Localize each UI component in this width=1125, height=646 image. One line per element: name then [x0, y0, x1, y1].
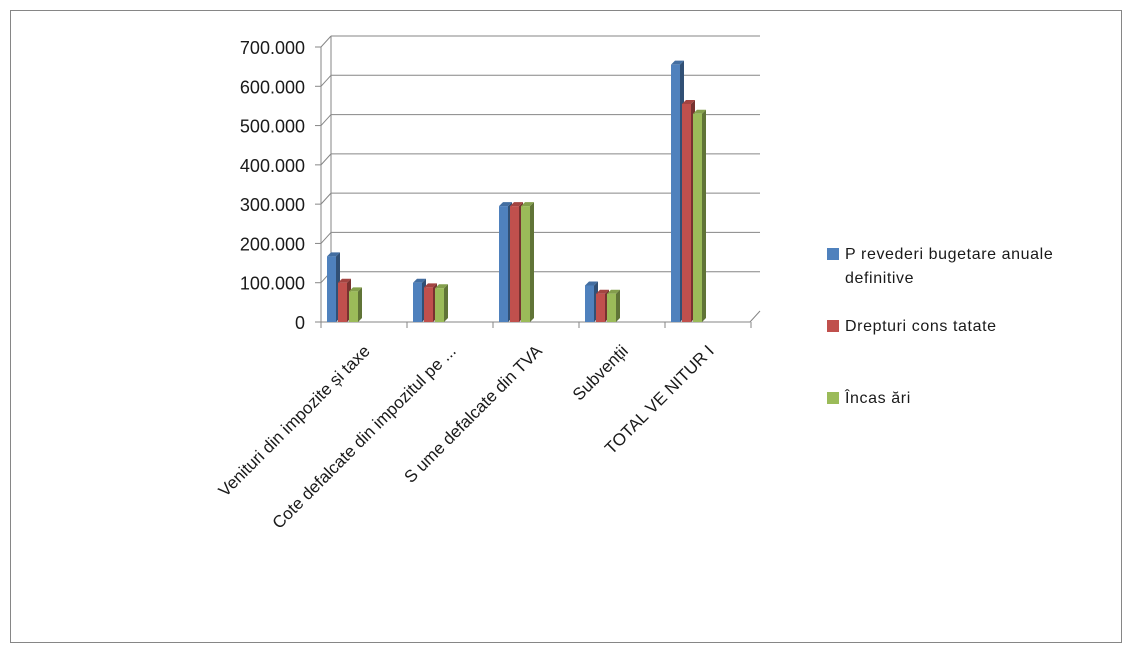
bar-side: [702, 109, 706, 323]
bar-front: [338, 282, 347, 322]
bar-top: [682, 99, 695, 104]
gridline-diagonal: [320, 232, 332, 244]
bar-front: [349, 291, 358, 322]
y-tick-label: 300.000: [240, 195, 305, 215]
bar-top: [596, 289, 609, 294]
bar-side: [616, 289, 620, 322]
gridline-diagonal: [320, 153, 332, 166]
y-tick-label: 400.000: [240, 156, 305, 176]
bar-front: [671, 64, 680, 322]
y-tick-label: 700.000: [240, 38, 305, 58]
bar: [521, 202, 534, 322]
bar-side: [444, 284, 448, 322]
bar-front: [499, 206, 508, 322]
bar-top: [510, 202, 523, 207]
bar-side: [530, 202, 534, 322]
bar: [435, 284, 448, 322]
y-tick-label: 500.000: [240, 117, 305, 137]
y-tick-label: 100.000: [240, 274, 305, 294]
legend-item-2: Drepturi cons tatate: [827, 315, 1125, 339]
gridline-diagonal: [320, 74, 332, 87]
x-category-label: Subvenții: [569, 341, 632, 404]
gridline-diagonal: [320, 114, 332, 126]
bar-top: [693, 109, 706, 114]
bar-top: [327, 252, 340, 257]
bar-front: [510, 206, 519, 322]
legend-label-3: Încas ări: [845, 390, 911, 407]
bar: [349, 287, 362, 322]
bars: [327, 60, 706, 323]
y-tick-label: 600.000: [240, 77, 305, 97]
legend-label-1: P revederi bugetare anuale definitive: [845, 246, 1054, 287]
bar-front: [607, 293, 616, 322]
bar-top: [424, 283, 437, 288]
bar-front: [435, 288, 444, 322]
bar-front: [413, 282, 422, 322]
x-category-label: S ume defalcate din TVA: [401, 341, 547, 487]
bar-top: [349, 287, 362, 292]
legend-swatch-1: [827, 248, 839, 260]
legend-swatch-2: [827, 320, 839, 332]
bar-front: [521, 206, 530, 322]
legend-swatch-3: [827, 392, 839, 404]
bar-side: [358, 287, 362, 322]
legend-item-3: Încas ări: [827, 387, 1125, 411]
bar-front: [327, 256, 336, 322]
bar: [693, 109, 706, 323]
y-tick-label: 200.000: [240, 234, 305, 254]
bar-top: [413, 278, 426, 283]
legend-item-1: P revederi bugetare anuale definitive: [827, 243, 1125, 291]
bar-front: [585, 285, 594, 322]
bar-top: [521, 202, 534, 207]
bar-chart: 0 100.000 200.000 300.000 400.000 500.000 600.…: [215, 35, 761, 533]
bar-top: [338, 278, 351, 283]
bar-top: [585, 281, 598, 286]
bar-front: [424, 287, 433, 322]
bar-top: [671, 60, 684, 65]
legend-label-2: Drepturi cons tatate: [845, 318, 997, 335]
bar-front: [693, 113, 702, 323]
x-category-label: Cote defalcate din impozitul pe ...: [269, 341, 460, 532]
x-axis-depth-line: [749, 310, 761, 323]
bar-front: [682, 103, 691, 322]
bar-front: [596, 293, 605, 322]
gridline-diagonal: [320, 35, 332, 48]
y-axis-tick-labels: 0 100.000 200.000 300.000 400.000 500.000 600.…: [240, 38, 305, 333]
bar-top: [499, 202, 512, 207]
chart-area: 0 100.000 200.000 300.000 400.000 500.000 600.…: [10, 10, 1122, 643]
bar: [607, 289, 620, 322]
y-tick-label: 0: [295, 313, 305, 333]
bar-top: [435, 284, 448, 289]
bar-top: [607, 289, 620, 294]
gridline-diagonal: [320, 192, 332, 205]
x-category-label: Venituri din impozite și taxe: [215, 341, 374, 500]
